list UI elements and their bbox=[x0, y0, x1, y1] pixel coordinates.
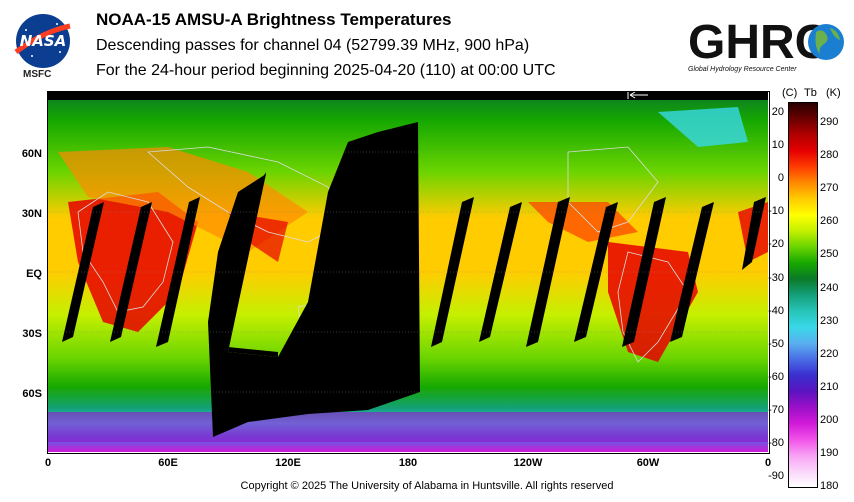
lat-label-eq: EQ bbox=[26, 268, 42, 280]
colorbar-celsius-label: -20 bbox=[768, 238, 784, 251]
colorbar-celsius-label: -70 bbox=[768, 403, 784, 416]
colorbar-header-tb: Tb bbox=[804, 87, 817, 99]
map-top-edge bbox=[48, 92, 768, 100]
colorbar-kelvin-label: 240 bbox=[820, 281, 839, 294]
colorbar-kelvin-label: 250 bbox=[820, 248, 839, 261]
orbit-gaps bbox=[62, 122, 766, 437]
colorbar-celsius-label: -40 bbox=[768, 304, 784, 317]
graticule bbox=[48, 151, 768, 393]
colorbar-celsius-label: -10 bbox=[768, 205, 784, 218]
page-title: NOAA-15 AMSU-A Brightness Temperatures bbox=[96, 10, 452, 29]
nasa-logo: NASA bbox=[14, 14, 71, 68]
orbit-direction-arrow bbox=[627, 92, 648, 99]
colorbar-celsius-label: -80 bbox=[768, 437, 784, 449]
colorbar-celsius-label: -30 bbox=[768, 271, 784, 284]
colorbar-kelvin-label: 180 bbox=[820, 480, 839, 493]
lat-label-60n: 60N bbox=[21, 148, 42, 160]
lon-label-120e: 120E bbox=[275, 457, 301, 469]
greenland-cold-region bbox=[658, 107, 748, 147]
ghrc-logo-text: GHRC bbox=[688, 16, 829, 68]
colorbar-celsius-label: -90 bbox=[768, 470, 784, 483]
lon-label-0-right: 0 bbox=[764, 457, 772, 469]
colorbar-celsius-label: -50 bbox=[768, 337, 784, 350]
colorbar-kelvin-label: 200 bbox=[820, 413, 839, 426]
lat-label-30s: 30S bbox=[22, 328, 42, 340]
copyright-notice: Copyright © 2025 The University of Alaba… bbox=[240, 480, 614, 492]
lon-label-60e: 60E bbox=[158, 457, 178, 469]
msfc-label: MSFC bbox=[23, 69, 52, 80]
subtitle-period: For the 24-hour period beginning 2025-04… bbox=[96, 62, 556, 79]
lon-label-120w: 120W bbox=[513, 457, 543, 469]
subtitle-channel: Descending passes for channel 04 (52799.… bbox=[96, 37, 530, 54]
map-frame bbox=[47, 91, 770, 454]
colorbar-header-celsius: (C) bbox=[782, 87, 798, 99]
colorbar-celsius-label: 10 bbox=[771, 139, 784, 152]
colorbar-kelvin-label: 210 bbox=[820, 380, 839, 393]
colorbar-celsius-label: -60 bbox=[768, 370, 784, 383]
ghrc-full-name: Global Hydrology Resource Center bbox=[688, 66, 797, 73]
lat-label-60s: 60S bbox=[22, 388, 42, 400]
colorbar-kelvin-label: 190 bbox=[820, 447, 839, 459]
ghrc-logo: GHRC bbox=[688, 16, 844, 68]
colorbar-celsius-label: 0 bbox=[777, 172, 784, 185]
colorbar-kelvin-label: 230 bbox=[820, 314, 839, 327]
colorbar-kelvin-label: 280 bbox=[820, 149, 839, 162]
colorbar-celsius-label: 20 bbox=[771, 106, 784, 118]
brightness-temperature-map bbox=[48, 92, 768, 452]
lat-label-30n: 30N bbox=[21, 208, 42, 220]
colorbar bbox=[788, 102, 818, 488]
lon-label-180: 180 bbox=[398, 457, 418, 469]
colorbar-kelvin-label: 270 bbox=[820, 182, 839, 195]
colorbar-header-kelvin: (K) bbox=[826, 87, 841, 99]
colorbar-kelvin-label: 290 bbox=[820, 116, 839, 128]
lon-label-0-left: 0 bbox=[44, 457, 52, 469]
colorbar-kelvin-label: 260 bbox=[820, 215, 839, 228]
lon-label-60w: 60W bbox=[636, 457, 660, 469]
nasa-logo-text: NASA bbox=[20, 32, 67, 50]
colorbar-kelvin-label: 220 bbox=[820, 347, 839, 360]
